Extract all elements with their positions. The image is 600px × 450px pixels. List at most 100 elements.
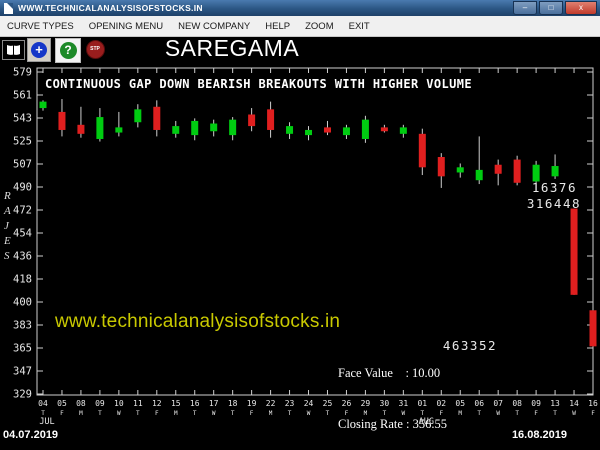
minimize-button[interactable]: – (513, 1, 537, 15)
weekday-label: W (212, 410, 216, 417)
x-axis-label: 08 (512, 399, 522, 408)
weekday-label: M (79, 410, 83, 417)
menu-item-new-company[interactable]: NEW COMPANY (178, 20, 251, 32)
stock-info-block: Face Value : 10.00 Closing Rate : 356.55 (338, 331, 447, 450)
weekday-label: T (193, 410, 197, 417)
candle (305, 126, 313, 141)
maximize-button[interactable]: □ (539, 1, 563, 15)
y-axis-label: 347 (13, 366, 32, 378)
x-axis-label: 26 (342, 399, 352, 408)
x-axis-label: 15 (171, 399, 181, 408)
candle (210, 119, 218, 137)
candle (437, 153, 445, 188)
weekday-label: T (553, 410, 557, 417)
x-axis-label: 17 (209, 399, 219, 408)
vertical-watermark-letter: R (4, 190, 11, 202)
x-axis-label: 02 (436, 399, 446, 408)
x-axis-label: 23 (285, 399, 295, 408)
book-icon (7, 45, 20, 55)
candle (532, 160, 540, 191)
open-file-button[interactable] (2, 40, 25, 60)
menu-item-curve-types[interactable]: CURVE TYPES (7, 20, 74, 32)
y-axis-label: 525 (13, 136, 32, 148)
plus-icon: + (31, 42, 47, 58)
y-axis-label: 365 (13, 343, 32, 355)
candle (153, 100, 161, 137)
weekday-label: T (515, 410, 519, 417)
candle (342, 124, 350, 139)
y-axis-label: 418 (13, 274, 32, 286)
candle (115, 111, 123, 137)
weekday-label: T (420, 410, 424, 417)
weekday-label: W (496, 410, 500, 417)
window-title: WWW.TECHNICALANALYSISOFSTOCKS.IN (18, 3, 203, 13)
menu-item-opening-menu[interactable]: OPENING MENU (88, 20, 164, 32)
x-axis-label: 06 (474, 399, 484, 408)
chart-end-date: 16.08.2019 (511, 429, 567, 441)
candle (172, 120, 180, 138)
weekday-label: M (458, 410, 462, 417)
weekday-label: F (345, 410, 349, 417)
x-axis-label: 31 (399, 399, 409, 408)
weekday-label: F (155, 410, 159, 417)
weekday-label: F (60, 410, 64, 417)
x-axis-label: 16 (190, 399, 200, 408)
weekday-label: F (439, 410, 443, 417)
candle (399, 124, 407, 138)
y-axis-label: 436 (13, 251, 32, 263)
weekday-label: T (326, 410, 330, 417)
add-button[interactable]: + (27, 38, 51, 62)
weekday-label: W (572, 410, 576, 417)
y-axis-label: 507 (13, 159, 32, 171)
y-axis-label: 543 (13, 113, 32, 125)
x-axis-label: 24 (304, 399, 314, 408)
weekday-label: T (41, 410, 45, 417)
y-axis-label: 561 (13, 90, 32, 102)
candle (513, 155, 521, 186)
candle (39, 100, 47, 111)
menu-item-zoom[interactable]: ZOOM (305, 20, 334, 32)
vertical-watermark-letter: J (4, 220, 9, 232)
weekday-label: T (477, 410, 481, 417)
help-button[interactable]: ? (55, 38, 81, 63)
y-axis-label: 579 (13, 67, 32, 79)
y-axis-label: 329 (13, 389, 32, 401)
candle (191, 118, 199, 141)
question-icon: ? (59, 42, 77, 59)
candle (494, 159, 502, 186)
month-label: AUG (419, 417, 434, 427)
candle (570, 208, 578, 295)
candle (96, 108, 104, 142)
window-controls: – □ x (513, 1, 597, 15)
weekday-label: T (136, 410, 140, 417)
candle (589, 310, 597, 348)
menu-item-exit[interactable]: EXIT (348, 20, 370, 32)
candle (77, 106, 85, 138)
x-axis-label: 13 (550, 399, 560, 408)
x-axis-label: 30 (380, 399, 390, 408)
stop-button[interactable]: STP (85, 40, 105, 59)
x-axis-label: 10 (114, 399, 124, 408)
weekday-label: M (269, 410, 273, 417)
close-button[interactable]: x (565, 1, 597, 15)
x-axis-label: 07 (493, 399, 503, 408)
x-axis-label: 05 (57, 399, 67, 408)
x-axis-label: 09 (531, 399, 541, 408)
plot-border (36, 67, 594, 396)
weekday-label: W (307, 410, 311, 417)
x-axis-label: 19 (247, 399, 257, 408)
weekday-label: T (231, 410, 235, 417)
stop-icon: STP (85, 40, 105, 59)
weekday-label: F (250, 410, 254, 417)
weekday-label: M (174, 410, 178, 417)
weekday-label: W (117, 410, 121, 417)
menu-item-help[interactable]: HELP (265, 20, 291, 32)
candle (551, 154, 559, 179)
weekday-label: F (591, 410, 595, 417)
x-axis-label: 12 (152, 399, 162, 408)
x-axis-label: 25 (323, 399, 333, 408)
menu-bar: CURVE TYPES OPENING MENU NEW COMPANY HELP ZO… (0, 16, 600, 37)
weekday-label: M (364, 410, 368, 417)
